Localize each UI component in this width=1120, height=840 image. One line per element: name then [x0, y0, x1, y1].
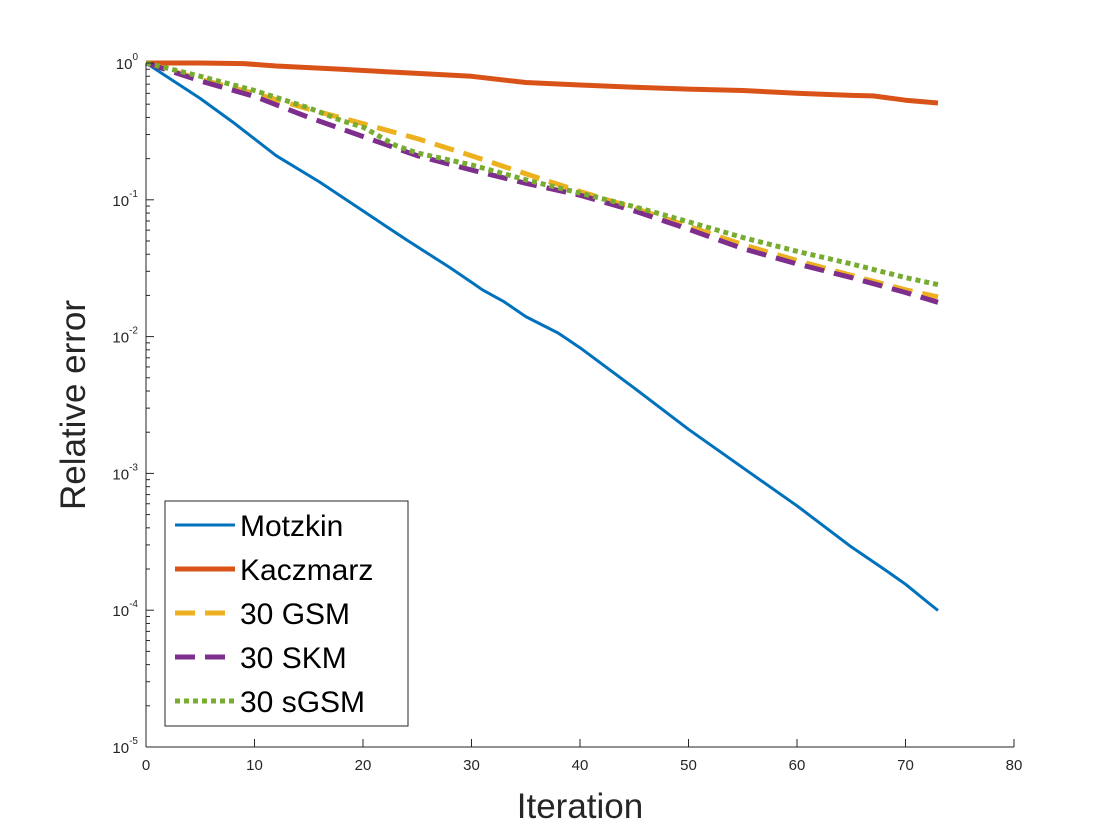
legend-label: 30 sGSM	[240, 686, 365, 719]
y-tick-label: 10-1	[112, 189, 138, 210]
y-tick-label: 10-4	[112, 599, 138, 620]
x-tick-label: 70	[897, 757, 914, 774]
series-line-30-gsm	[145, 60, 939, 300]
series-line-motzkin	[145, 61, 939, 612]
x-tick-label: 40	[572, 757, 589, 774]
legend-label: Kaczmarz	[240, 554, 373, 587]
x-axis-label: Iteration	[517, 787, 643, 826]
y-tick-label: 10-3	[112, 462, 138, 483]
x-tick-label: 0	[142, 757, 150, 774]
axes-layer: 0 10 20 30 40 50 60 70 80 10-5 10-4 10-3 10-2 10-1 100	[112, 52, 1022, 774]
legend-label: 30 SKM	[240, 642, 347, 675]
y-axis-label: Relative error	[54, 300, 93, 510]
x-tick-label: 80	[1006, 757, 1023, 774]
y-tick-label: 10-2	[112, 326, 138, 347]
y-tick-label: 10-5	[112, 736, 138, 757]
legend: Motzkin Kaczmarz 30 GSM 30 SKM 30 sGSM	[164, 500, 409, 727]
x-tick-label: 50	[680, 757, 697, 774]
series-line-kaczmarz	[146, 60, 939, 106]
x-tick-label: 60	[789, 757, 806, 774]
y-tick-label: 100	[116, 52, 139, 73]
x-tick-label: 20	[355, 757, 372, 774]
series-line-30-skm	[145, 60, 939, 305]
x-tick-label: 30	[463, 757, 480, 774]
legend-label: Motzkin	[240, 510, 343, 543]
legend-label: 30 GSM	[240, 598, 350, 631]
series-layer	[145, 60, 939, 612]
series-line-30-sgsm	[145, 60, 939, 288]
x-tick-label: 10	[246, 757, 263, 774]
